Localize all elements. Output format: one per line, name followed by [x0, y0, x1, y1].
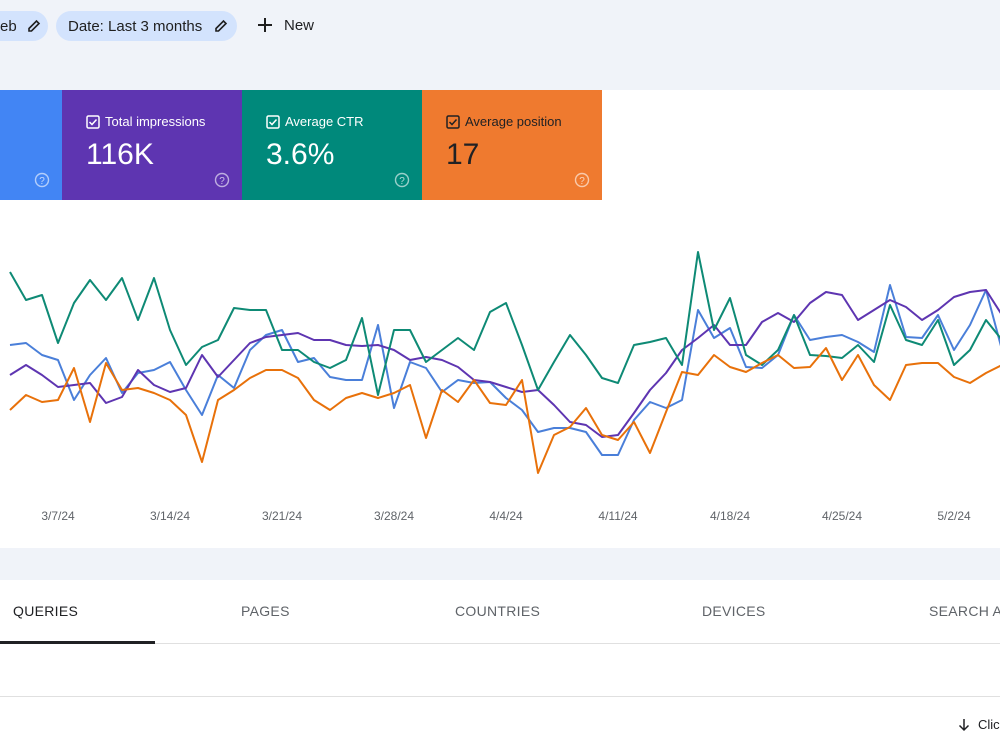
metric-label: Average CTR — [285, 114, 364, 129]
filter-label: Date: Last 3 months — [68, 17, 203, 35]
help-icon: ? — [394, 172, 410, 188]
tab[interactable]: SEARCH AP — [929, 603, 1000, 619]
tab-divider — [0, 643, 1000, 644]
x-tick-label: 3/14/24 — [150, 509, 190, 523]
new-button[interactable]: New — [256, 16, 314, 34]
metric-value: 17 — [446, 138, 480, 171]
metric-value: 3.6% — [266, 138, 335, 171]
metric-line — [9, 251, 1000, 396]
svg-text:?: ? — [219, 176, 225, 187]
x-tick-label: 4/18/24 — [710, 509, 750, 523]
help-icon: ? — [214, 172, 230, 188]
metric-line — [9, 347, 1000, 474]
sort-arrow — [958, 718, 970, 731]
edit-icon — [27, 19, 40, 32]
performance-chart: 3/7/24 3/14/24 3/21/24 3/28/24 4/4/24 4/11/24… — [9, 251, 1000, 523]
checkbox — [446, 115, 460, 129]
tab[interactable]: DEVICES — [702, 603, 766, 619]
metric-line — [9, 284, 1000, 456]
metric-card[interactable]: Average CTR 3.6% ? — [242, 90, 422, 200]
tab-indicator — [0, 641, 155, 644]
metric-card[interactable]: Average position 17 ? — [422, 90, 602, 200]
x-tick-label: 4/25/24 — [822, 509, 862, 523]
help-icon: ? — [34, 172, 50, 188]
svg-text:?: ? — [579, 176, 585, 187]
metric-label: Total impressions — [105, 114, 206, 129]
sort-label: Clic — [978, 717, 1000, 732]
row-divider — [0, 696, 1000, 697]
x-tick-label: 4/4/24 — [489, 509, 523, 523]
svg-text:?: ? — [399, 176, 405, 187]
x-tick-label: 3/28/24 — [374, 509, 414, 523]
svg-text:?: ? — [39, 176, 45, 187]
metric-value: 116K — [86, 138, 154, 171]
metric-card[interactable]: Total impressions 116K ? — [62, 90, 242, 200]
filter-chip[interactable]: Date: Last 3 months — [56, 11, 237, 41]
edit-icon — [215, 19, 228, 32]
tab[interactable]: COUNTRIES — [455, 603, 541, 619]
tab[interactable]: PAGES — [241, 603, 290, 619]
x-tick-label: 3/21/24 — [262, 509, 302, 523]
metric-line — [9, 289, 1000, 438]
table-panel — [0, 580, 1000, 750]
checkbox — [86, 115, 100, 129]
tab[interactable]: QUERIES — [13, 603, 79, 619]
sort-header[interactable]: Clic — [958, 717, 1000, 732]
plus-icon — [258, 18, 272, 32]
new-label: New — [284, 16, 315, 34]
x-tick-label: 4/11/24 — [598, 509, 637, 523]
filter-chip[interactable]: eb — [0, 11, 48, 41]
checkbox — [266, 115, 280, 129]
help-icon: ? — [574, 172, 590, 188]
metric-label: Average position — [465, 114, 562, 129]
filter-label: eb — [0, 17, 17, 35]
x-tick-label: 5/2/24 — [937, 509, 971, 523]
x-tick-label: 3/7/24 — [41, 509, 75, 523]
metric-card[interactable]: ? — [0, 90, 62, 200]
